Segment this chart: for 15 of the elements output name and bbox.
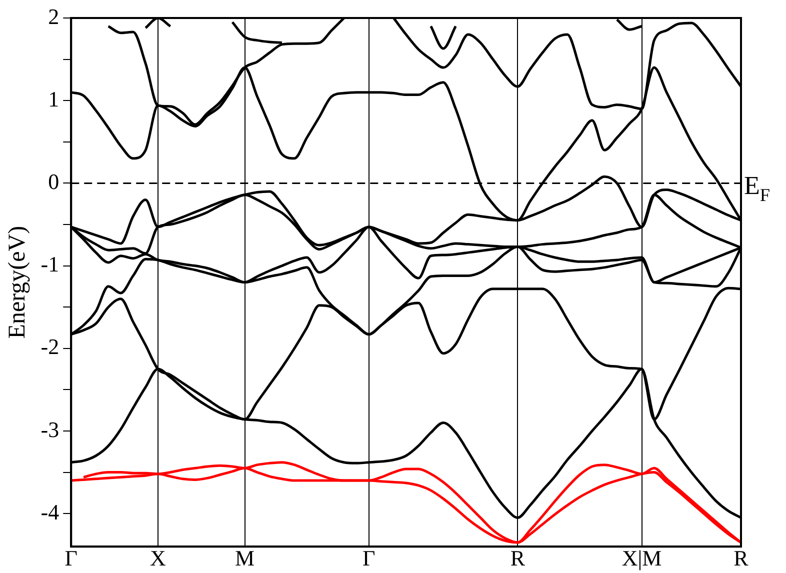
y-tick-label: 2	[48, 4, 60, 29]
x-tick-label: M	[235, 546, 255, 571]
x-tick-label: R	[734, 546, 749, 571]
y-tick-label: 0	[48, 168, 60, 194]
y-tick-label: 1	[48, 86, 60, 112]
y-tick-label: -4	[40, 499, 60, 524]
y-tick-label: -3	[40, 416, 60, 442]
x-tick-label: X	[150, 546, 166, 571]
y-axis-title: Energy(eV)	[4, 226, 31, 339]
x-tick-label: Γ	[64, 546, 78, 571]
y-tick-label: -1	[40, 252, 60, 277]
x-tick-label: X|M	[622, 546, 662, 571]
y-tick-label: -2	[40, 334, 60, 360]
x-tick-label: R	[510, 546, 526, 571]
x-tick-label: Γ	[362, 546, 376, 571]
